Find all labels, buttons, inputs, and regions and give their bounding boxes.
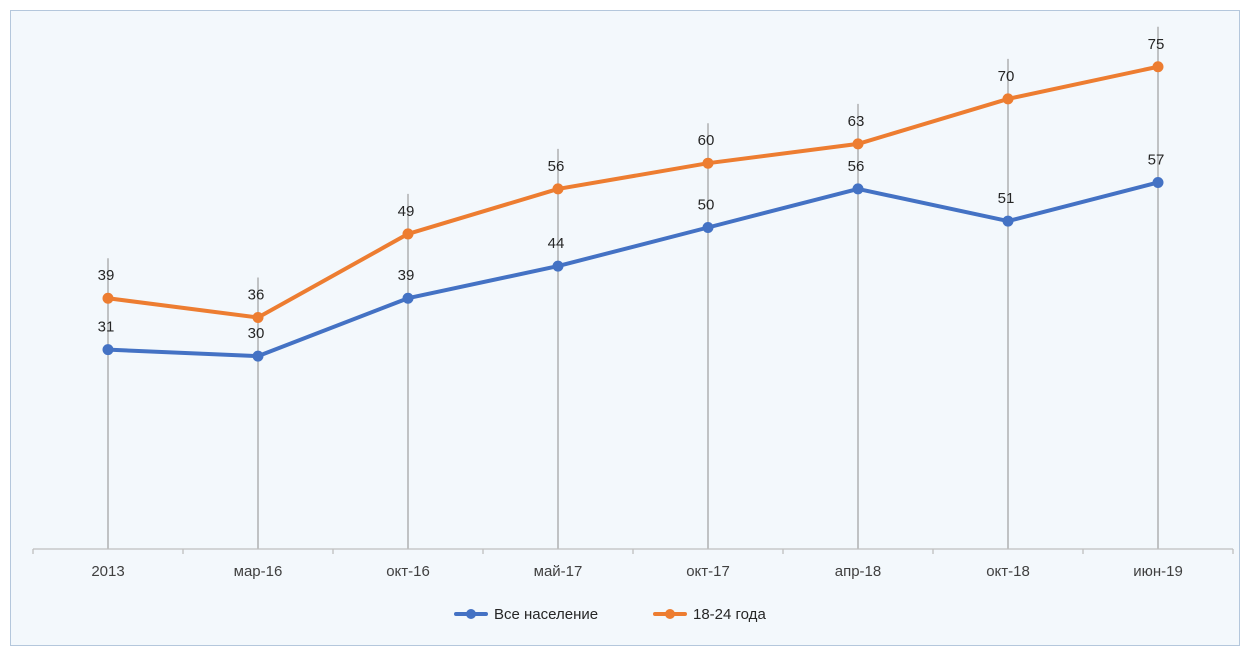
series-line-0: [106, 180, 1160, 359]
data-point: [1152, 61, 1164, 73]
data-label: 30: [248, 325, 265, 342]
legend-label: Все население: [494, 606, 598, 623]
legend-label: 18-24 года: [693, 606, 766, 623]
data-label: 36: [248, 287, 265, 304]
data-point: [702, 157, 714, 169]
legend: Все население 18-24 года: [454, 606, 766, 623]
x-tick-label: апр-18: [835, 563, 882, 580]
data-label: 57: [1148, 151, 1165, 168]
data-point: [852, 138, 864, 150]
data-point: [252, 312, 264, 324]
legend-marker-0: [466, 609, 476, 619]
data-point: [552, 260, 564, 272]
drop-lines: [107, 26, 1159, 549]
x-tick-label: окт-16: [386, 563, 430, 580]
data-point: [1002, 215, 1014, 227]
data-label: 39: [398, 267, 415, 284]
x-tick-label: мар-16: [234, 563, 283, 580]
data-label: 60: [698, 132, 715, 149]
data-label: 44: [548, 235, 565, 252]
data-label: 63: [848, 113, 865, 130]
data-point: [402, 228, 414, 240]
series-group: [102, 61, 1164, 362]
data-label: 39: [98, 267, 115, 284]
data-label: 70: [998, 68, 1015, 85]
x-tick-label: окт-18: [986, 563, 1030, 580]
data-point: [102, 344, 114, 356]
x-tick-label: июн-19: [1133, 563, 1183, 580]
data-point: [102, 292, 114, 304]
chart-frame: [10, 10, 1240, 646]
data-label: 75: [1148, 36, 1165, 53]
data-point: [1002, 93, 1014, 105]
data-label: 49: [398, 203, 415, 220]
x-tick-label: май-17: [534, 563, 583, 580]
x-axis: 2013 мар-16 окт-16 май-17 окт-17 апр-18 окт-18…: [32, 548, 1234, 580]
data-point: [252, 350, 264, 362]
data-label: 50: [698, 197, 715, 214]
data-point: [852, 183, 864, 195]
data-labels: 31 30 39 44 50 56 51 57 39 36 49 56 60 63 70 75: [98, 36, 1165, 342]
x-tick-label: 2013: [91, 563, 124, 580]
series-line-1: [106, 64, 1160, 320]
data-point: [552, 183, 564, 195]
data-label: 56: [848, 158, 865, 175]
legend-marker-1: [665, 609, 675, 619]
data-point: [402, 292, 414, 304]
data-point: [1152, 176, 1164, 188]
data-label: 31: [98, 319, 115, 336]
x-tick-label: окт-17: [686, 563, 730, 580]
data-label: 56: [548, 158, 565, 175]
data-point: [702, 222, 714, 233]
data-label: 51: [998, 190, 1015, 207]
